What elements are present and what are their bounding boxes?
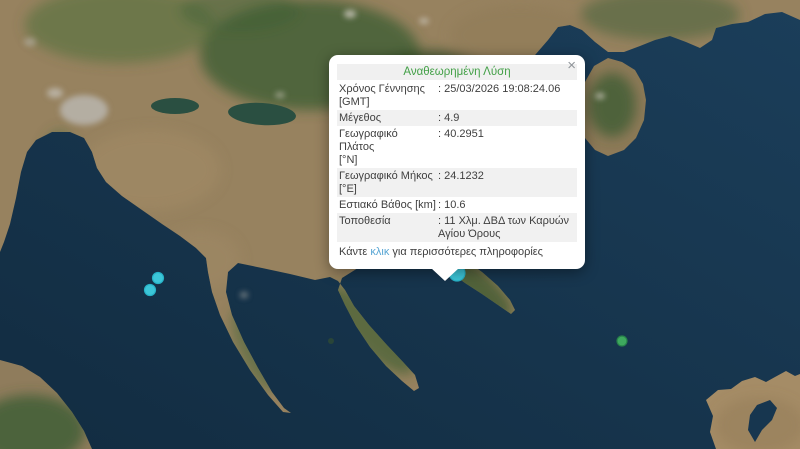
origin-time-value: : 25/03/2026 19:08:24.06 — [438, 82, 561, 95]
magnitude-value: : 4.9 — [438, 111, 460, 124]
islet — [328, 338, 334, 344]
popup-row-location: Τοποθεσία : 11 Χλμ. ΔΒΔ των Καρυών Αγίου… — [337, 213, 577, 242]
popup-close-button[interactable]: × — [567, 57, 576, 74]
popup-footer: Κάντε κλικ για περισσότερες πληροφορίες — [337, 246, 577, 259]
depth-value: : 10.6 — [438, 198, 466, 211]
location-value: : 11 Χλμ. ΔΒΔ των Καρυών Αγίου Όρους — [438, 214, 570, 240]
latitude-value: : 40.2951 — [438, 127, 484, 140]
popup-row-depth: Εστιακό Βάθος [km] : 10.6 — [337, 197, 577, 213]
footer-text-suffix: για περισσότερες πληροφορίες — [389, 246, 543, 258]
lakes — [151, 98, 777, 442]
origin-time-label: Χρόνος Γέννησης [GMT] — [339, 82, 425, 108]
lake-koronia — [151, 98, 199, 114]
city-thessaloniki — [60, 95, 108, 125]
urban-areas — [24, 10, 605, 298]
longitude-value: : 24.1232 — [438, 169, 484, 182]
latitude-label: Γεωγραφικό Πλάτος [°N] — [339, 127, 398, 166]
popup-row-longitude: Γεωγραφικό Μήκος [°E] : 24.1232 — [337, 168, 577, 197]
more-info-link[interactable]: κλικ — [370, 246, 390, 258]
magnitude-label: Μέγεθος — [339, 111, 382, 124]
popup-table: Χρόνος Γέννησης [GMT] : 25/03/2026 19:08… — [337, 81, 577, 242]
popup-row-origin-time: Χρόνος Γέννησης [GMT] : 25/03/2026 19:08… — [337, 81, 577, 110]
popup-pointer — [431, 268, 459, 281]
earthquake-popup: × Αναθεωρημένη Λύση Χρόνος Γέννησης [GMT… — [329, 55, 585, 281]
popup-title: Αναθεωρημένη Λύση — [337, 64, 577, 80]
footer-text-prefix: Κάντε — [339, 246, 371, 258]
limnos-bay — [748, 400, 777, 442]
earthquake-marker[interactable] — [616, 335, 628, 347]
earthquake-marker[interactable] — [151, 271, 165, 285]
depth-label: Εστιακό Βάθος [km] — [339, 198, 436, 211]
earthquake-marker[interactable] — [143, 283, 157, 297]
popup-row-latitude: Γεωγραφικό Πλάτος [°N] : 40.2951 — [337, 126, 577, 168]
lake-volvi — [228, 102, 296, 126]
popup-row-magnitude: Μέγεθος : 4.9 — [337, 110, 577, 126]
longitude-label: Γεωγραφικό Μήκος [°E] — [339, 169, 433, 195]
location-label: Τοποθεσία — [339, 214, 391, 227]
